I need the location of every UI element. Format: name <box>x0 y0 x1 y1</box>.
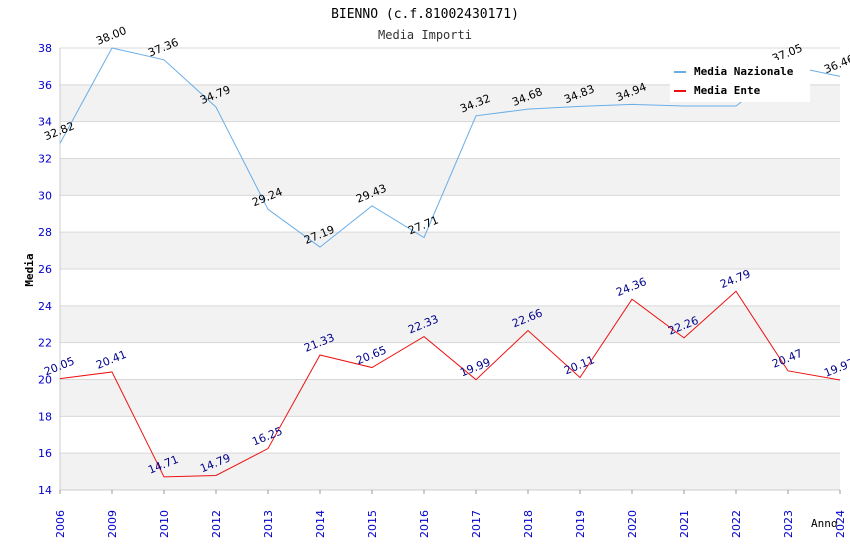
x-tick-label: 2019 <box>574 510 587 538</box>
x-tick-label: 2015 <box>366 510 379 538</box>
x-tick-label: 2020 <box>626 510 639 538</box>
x-tick-label: 2014 <box>314 510 327 538</box>
x-tick-label: 2006 <box>54 510 67 538</box>
chart-subtitle: Media Importi <box>378 28 472 42</box>
x-tick-label: 2022 <box>730 510 743 538</box>
y-tick-label: 16 <box>38 447 52 460</box>
data-label: 20.47 <box>770 347 804 371</box>
legend-label-media-ente: Media Ente <box>694 84 761 97</box>
y-tick-labels: 14 16 18 20 22 24 26 28 30 32 34 36 38 <box>38 42 52 497</box>
y-tick-label: 38 <box>38 42 52 55</box>
x-tick-label: 2017 <box>470 510 483 538</box>
x-tick-label: 2013 <box>262 510 275 538</box>
series-line-media-nazionale <box>59 47 841 248</box>
chart-title: BIENNO (c.f.81002430171) <box>331 7 519 22</box>
y-tick-label: 18 <box>38 410 52 423</box>
x-axis-label: Anno <box>811 517 838 530</box>
y-tick-label: 24 <box>38 300 52 313</box>
plot-band <box>60 379 840 417</box>
plot-band <box>60 453 840 490</box>
plot-band <box>60 305 840 343</box>
x-tick-labels: 2006 2009 2010 2012 2013 2014 2015 2016 2017 2018… <box>54 490 847 538</box>
data-label: 20.65 <box>354 343 388 367</box>
data-label: 20.11 <box>562 353 596 377</box>
y-tick-label: 22 <box>38 337 52 350</box>
x-tick-label: 2024 <box>834 510 847 538</box>
x-tick-label: 2009 <box>106 510 119 538</box>
y-tick-label: 30 <box>38 189 52 202</box>
x-tick-label: 2023 <box>782 510 795 538</box>
x-tick-label: 2012 <box>210 510 223 538</box>
y-tick-label: 34 <box>38 116 52 129</box>
y-tick-label: 28 <box>38 226 52 239</box>
data-label: 16.25 <box>250 424 284 448</box>
x-tick-label: 2016 <box>418 510 431 538</box>
legend-label-media-nazionale: Media Nazionale <box>694 65 794 78</box>
data-label: 20.05 <box>42 355 76 379</box>
plot-band <box>60 232 840 269</box>
series-line-media-ente <box>59 290 841 478</box>
data-label: 38.00 <box>94 24 128 48</box>
y-axis-label: Media <box>23 253 36 286</box>
legend-box <box>670 60 810 102</box>
y-tick-label: 20 <box>38 374 52 387</box>
data-label: 19.97 <box>822 356 850 380</box>
y-tick-label: 32 <box>38 153 52 166</box>
y-tick-label: 26 <box>38 263 52 276</box>
series-lines <box>59 47 841 478</box>
legend: Media Nazionale Media Ente <box>670 60 810 102</box>
data-label: 36.46 <box>822 52 850 76</box>
data-label: 24.36 <box>614 275 648 299</box>
data-label: 37.36 <box>146 36 180 60</box>
x-tick-label: 2010 <box>158 510 171 538</box>
x-tick-label: 2021 <box>678 510 691 538</box>
data-label: 19.99 <box>458 356 492 380</box>
data-label: 20.41 <box>94 348 128 372</box>
y-tick-label: 14 <box>38 484 52 497</box>
x-tick-label: 2018 <box>522 510 535 538</box>
y-tick-label: 36 <box>38 79 52 92</box>
data-label: 24.79 <box>718 267 752 291</box>
